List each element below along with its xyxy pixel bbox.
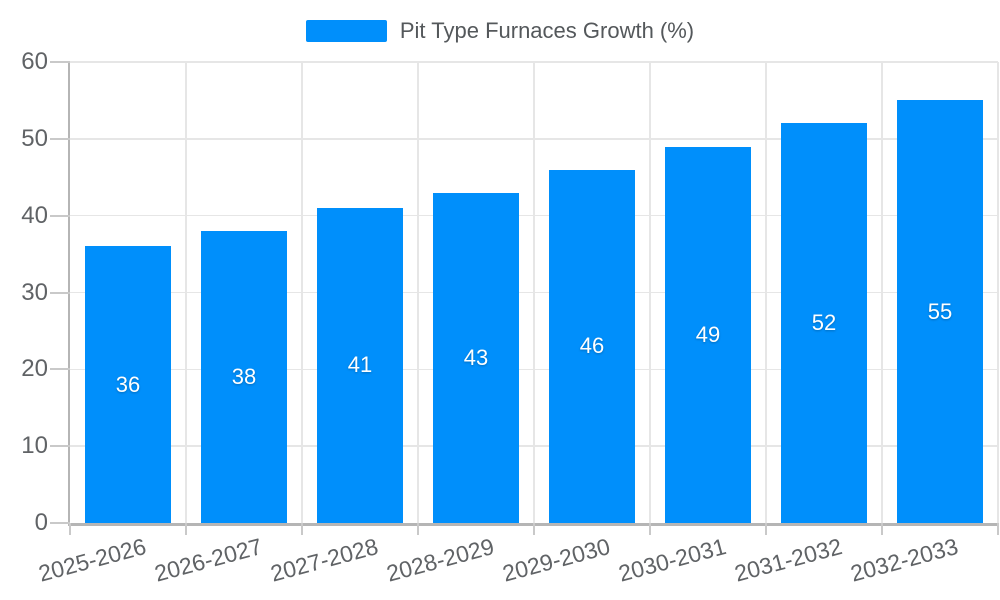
legend-item[interactable]: Pit Type Furnaces Growth (%) bbox=[305, 18, 695, 44]
x-axis-tick-label: 2029-2030 bbox=[499, 533, 613, 587]
bar-value-label: 36 bbox=[115, 371, 141, 397]
gridline-vertical bbox=[185, 62, 187, 523]
bar-value-label: 43 bbox=[463, 344, 489, 370]
y-axis-tick-mark bbox=[50, 137, 70, 140]
x-axis-tick-mark bbox=[881, 523, 883, 535]
gridline-vertical bbox=[533, 62, 535, 523]
bar-value-label: 38 bbox=[231, 364, 257, 390]
x-axis-tick-mark bbox=[997, 523, 999, 535]
x-axis-tick-mark bbox=[417, 523, 419, 535]
gridline-vertical bbox=[649, 62, 651, 523]
bar[interactable]: 41 bbox=[317, 207, 403, 523]
bar[interactable]: 38 bbox=[201, 231, 287, 523]
x-axis-tick-mark bbox=[185, 523, 187, 535]
bar[interactable]: 52 bbox=[781, 123, 867, 523]
gridline-vertical bbox=[881, 62, 883, 523]
bar[interactable]: 36 bbox=[85, 246, 171, 523]
y-axis-tick-mark bbox=[50, 368, 70, 371]
bar[interactable]: 46 bbox=[549, 169, 635, 523]
x-axis-tick-label: 2031-2032 bbox=[731, 533, 845, 587]
x-axis-tick-label: 2030-2031 bbox=[615, 533, 729, 587]
bar[interactable]: 43 bbox=[433, 192, 519, 523]
y-axis-tick-label: 20 bbox=[21, 355, 48, 383]
y-axis-tick-mark bbox=[50, 522, 70, 524]
y-axis-tick-mark bbox=[50, 445, 70, 448]
bar-value-label: 55 bbox=[927, 298, 953, 324]
gridline-vertical bbox=[301, 62, 303, 523]
bar[interactable]: 49 bbox=[665, 146, 751, 523]
bar-value-label: 52 bbox=[811, 310, 837, 336]
bar-value-label: 41 bbox=[347, 352, 373, 378]
x-axis-tick-mark bbox=[765, 523, 767, 535]
bar[interactable]: 55 bbox=[897, 100, 983, 523]
legend: Pit Type Furnaces Growth (%) bbox=[0, 18, 1000, 44]
bar-value-label: 46 bbox=[579, 333, 605, 359]
y-axis-tick-mark bbox=[50, 291, 70, 294]
x-axis-tick-label: 2032-2033 bbox=[847, 533, 961, 587]
plot-area: 0 10 20 30 40 50 60 36 2025-2026 38 2026-2027 41 202… bbox=[21, 48, 999, 587]
y-axis-tick-mark bbox=[50, 61, 70, 63]
bar-value-label: 49 bbox=[695, 321, 721, 347]
y-axis-tick-mark bbox=[50, 214, 70, 217]
y-axis-tick-label: 60 bbox=[21, 48, 48, 75]
x-axis-tick-label: 2026-2027 bbox=[151, 533, 265, 587]
x-axis-tick-label: 2028-2029 bbox=[383, 533, 497, 587]
y-axis-tick-label: 40 bbox=[21, 201, 48, 229]
gridline-vertical bbox=[765, 62, 767, 523]
y-axis-tick-label: 0 bbox=[34, 509, 48, 536]
y-axis-tick-label: 10 bbox=[21, 432, 48, 460]
legend-label: Pit Type Furnaces Growth (%) bbox=[399, 18, 695, 43]
x-axis-tick-mark bbox=[649, 523, 651, 535]
gridline-vertical bbox=[997, 62, 999, 523]
x-axis-tick-mark bbox=[533, 523, 535, 535]
x-axis-tick-mark bbox=[69, 523, 71, 535]
x-axis-tick-mark bbox=[301, 523, 303, 535]
x-axis-tick-label: 2027-2028 bbox=[267, 533, 381, 587]
legend-swatch-icon bbox=[305, 20, 387, 42]
y-axis-tick-label: 50 bbox=[21, 124, 48, 152]
gridline-vertical bbox=[417, 62, 419, 523]
x-axis-tick-label: 2025-2026 bbox=[35, 533, 149, 587]
y-axis-tick-label: 30 bbox=[21, 278, 48, 306]
